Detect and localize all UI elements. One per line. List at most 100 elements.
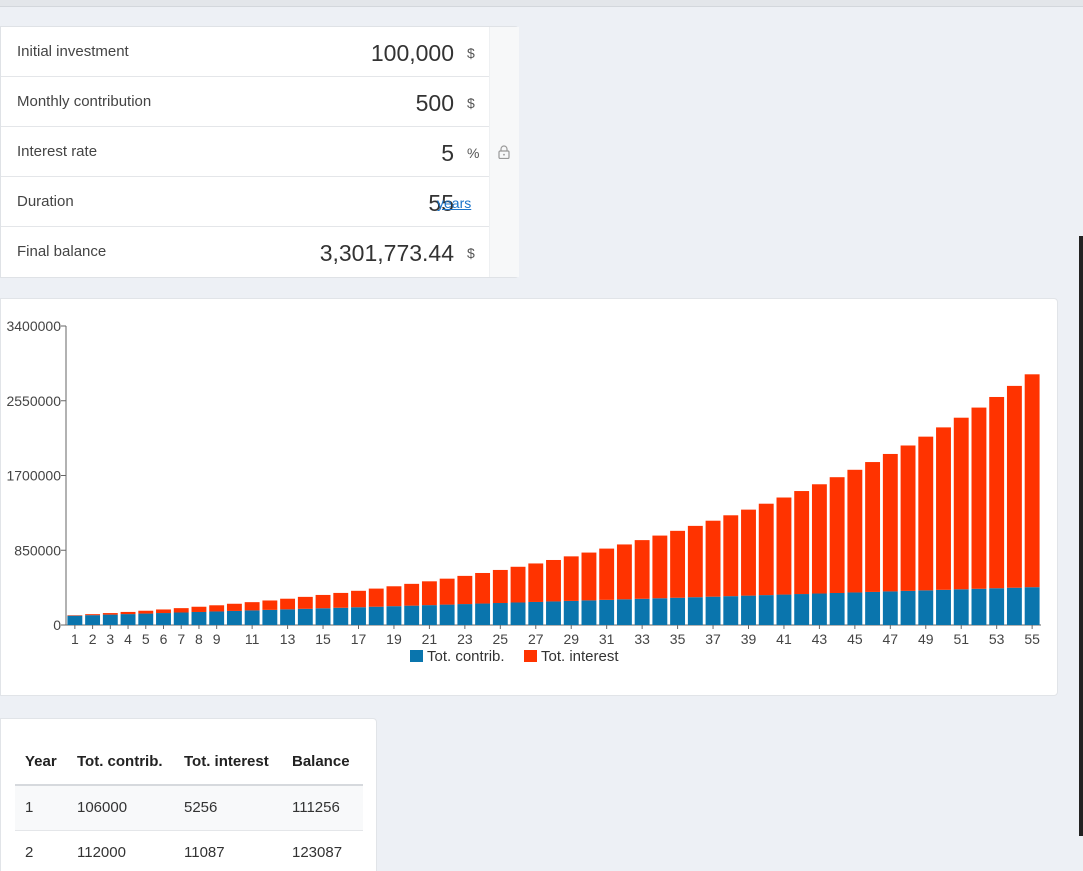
chart-card: 0 850000 1700000 2550000 3400000 1 2 3 4 5 6 7 8 9 11 1…	[0, 298, 1058, 696]
x-tick-label: 53	[989, 631, 1005, 647]
y-tick-label: 1700000	[6, 468, 61, 484]
x-tick-label: 5	[142, 631, 150, 647]
x-tick-label: 21	[422, 631, 438, 647]
bar-interest	[510, 566, 526, 603]
monthly-contribution-label: Monthly contribution	[17, 93, 152, 110]
bar-contrib	[156, 613, 171, 625]
bar-contrib	[581, 600, 597, 625]
bar-interest	[315, 594, 331, 609]
bar-interest	[971, 407, 987, 589]
x-tick-label: 1	[71, 631, 79, 647]
x-tick-label: 31	[599, 631, 615, 647]
bar-interest	[918, 436, 934, 591]
bar-interest	[528, 563, 544, 602]
bar-contrib	[120, 614, 136, 625]
interest-rate-unit: %	[467, 145, 480, 161]
bar-contrib	[138, 613, 154, 625]
bar-interest	[705, 520, 721, 597]
col-interest-header: Tot. interest	[174, 739, 282, 786]
bar-interest	[811, 484, 827, 594]
x-tick-label: 25	[493, 631, 509, 647]
final-balance-unit: $	[467, 245, 475, 261]
initial-investment-unit: $	[467, 45, 475, 61]
x-tick-label: 15	[315, 631, 331, 647]
bar-contrib	[563, 600, 579, 625]
col-contrib-header: Tot. contrib.	[67, 739, 174, 786]
initial-investment-input[interactable]: 100,000	[370, 40, 454, 66]
bar-contrib	[723, 596, 739, 625]
bar-contrib	[652, 598, 668, 625]
bar-contrib	[262, 609, 278, 625]
bar-contrib	[811, 593, 827, 625]
y-tick-label: 2550000	[6, 393, 61, 409]
bar-contrib	[616, 599, 632, 625]
bar-interest	[368, 588, 384, 607]
bar-contrib	[776, 594, 792, 625]
interest-rate-row: Interest rate 5 %	[1, 127, 519, 177]
monthly-contribution-row: Monthly contribution 500 $	[1, 77, 519, 127]
bar-interest	[280, 598, 296, 610]
bar-contrib	[475, 603, 491, 625]
duration-unit-link[interactable]: years	[437, 195, 472, 211]
x-tick-label: 19	[386, 631, 402, 647]
x-tick-label: 41	[776, 631, 792, 647]
window-edge	[1079, 236, 1083, 836]
monthly-contribution-input[interactable]: 500	[415, 90, 454, 116]
bar-contrib	[191, 611, 207, 625]
x-tick-label: 35	[670, 631, 686, 647]
bar-contrib	[386, 606, 402, 625]
y-tick-label: 3400000	[6, 318, 61, 334]
cell-balance: 111256	[282, 785, 363, 831]
x-tick-label: 45	[847, 631, 863, 647]
bar-contrib	[670, 597, 686, 625]
bar-interest	[156, 609, 171, 614]
bar-interest	[794, 491, 810, 595]
bar-interest	[209, 605, 225, 612]
bar-contrib	[989, 588, 1005, 625]
bar-contrib	[865, 591, 881, 625]
initial-investment-label: Initial investment	[17, 43, 129, 60]
interest-rate-label: Interest rate	[17, 143, 98, 160]
bar-interest	[900, 445, 916, 591]
bar-interest	[546, 559, 561, 602]
bar-interest	[652, 535, 668, 599]
bar-interest	[262, 600, 278, 610]
table-row: 1 106000 5256 111256	[15, 785, 363, 831]
bar-interest	[953, 417, 969, 590]
duration-input[interactable]: 55	[428, 190, 454, 216]
bar-interest	[1024, 374, 1040, 588]
bar-contrib	[758, 595, 774, 625]
bar-interest	[120, 611, 136, 615]
bar-interest	[102, 613, 118, 615]
monthly-contribution-aux	[489, 77, 519, 127]
bar-contrib	[173, 612, 189, 625]
bar-interest	[297, 596, 313, 609]
bar-interest	[741, 509, 756, 596]
bar-interest	[1006, 385, 1022, 588]
x-tick-label: 49	[918, 631, 934, 647]
bar-interest	[758, 503, 774, 596]
x-tick-label: 51	[953, 631, 969, 647]
final-balance-value: 3,301,773.44	[319, 240, 454, 266]
y-tick-label: 850000	[14, 542, 61, 558]
lock-icon[interactable]	[498, 145, 510, 159]
bar-interest	[687, 525, 703, 598]
interest-rate-input[interactable]: 5	[441, 140, 454, 166]
x-tick-label: 23	[457, 631, 473, 647]
table-row: 2 112000 11087 123087	[15, 830, 363, 871]
top-bar	[0, 0, 1083, 7]
bar-interest	[599, 548, 615, 600]
bar-contrib	[226, 610, 242, 625]
bar-interest	[173, 608, 189, 613]
bar-contrib	[102, 614, 118, 625]
x-tick-label: 37	[705, 631, 721, 647]
interest-rate-aux	[489, 127, 519, 177]
cell-contrib: 112000	[67, 830, 174, 871]
monthly-contribution-unit: $	[467, 95, 475, 111]
bar-contrib	[599, 599, 615, 625]
initial-investment-row: Initial investment 100,000 $	[1, 27, 519, 77]
bar-contrib	[687, 597, 703, 625]
x-tick-label: 8	[195, 631, 203, 647]
bar-contrib	[209, 611, 225, 625]
x-tick-label: 29	[563, 631, 579, 647]
